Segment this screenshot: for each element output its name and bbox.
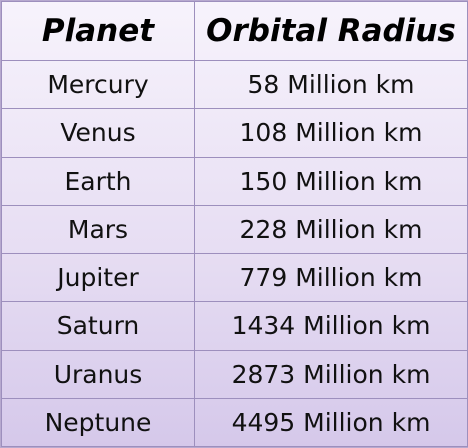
- planet-name: Mercury: [1, 59, 195, 110]
- planet-name: Jupiter: [1, 252, 195, 303]
- orbital-radius-value: 228 Million km: [194, 204, 468, 255]
- table-row: Venus 108 Million km: [1, 108, 468, 158]
- planet-name: Venus: [1, 108, 195, 158]
- planet-name: Saturn: [1, 301, 195, 351]
- table-row: Uranus 2873 Million km: [1, 349, 468, 399]
- header-orbital-radius: Orbital Radius: [194, 1, 468, 61]
- table-header-row: Planet Orbital Radius: [1, 1, 468, 61]
- planet-name: Earth: [1, 156, 195, 206]
- orbital-radius-value: 108 Million km: [194, 108, 468, 158]
- table-row: Mars 228 Million km: [1, 204, 468, 255]
- table-row: Saturn 1434 Million km: [1, 301, 468, 351]
- table-row: Mercury 58 Million km: [1, 59, 468, 110]
- orbital-radius-value: 4495 Million km: [194, 397, 468, 448]
- planet-name: Neptune: [1, 397, 195, 448]
- header-planet: Planet: [1, 1, 195, 61]
- table-row: Jupiter 779 Million km: [1, 252, 468, 303]
- orbital-radius-value: 779 Million km: [194, 252, 468, 303]
- orbital-radius-value: 150 Million km: [194, 156, 468, 206]
- orbital-radius-value: 58 Million km: [194, 59, 468, 110]
- planet-name: Mars: [1, 204, 195, 255]
- table-row: Earth 150 Million km: [1, 156, 468, 206]
- table-row: Neptune 4495 Million km: [1, 397, 468, 448]
- orbital-radius-value: 2873 Million km: [194, 349, 468, 399]
- orbital-radius-value: 1434 Million km: [194, 301, 468, 351]
- planet-name: Uranus: [1, 349, 195, 399]
